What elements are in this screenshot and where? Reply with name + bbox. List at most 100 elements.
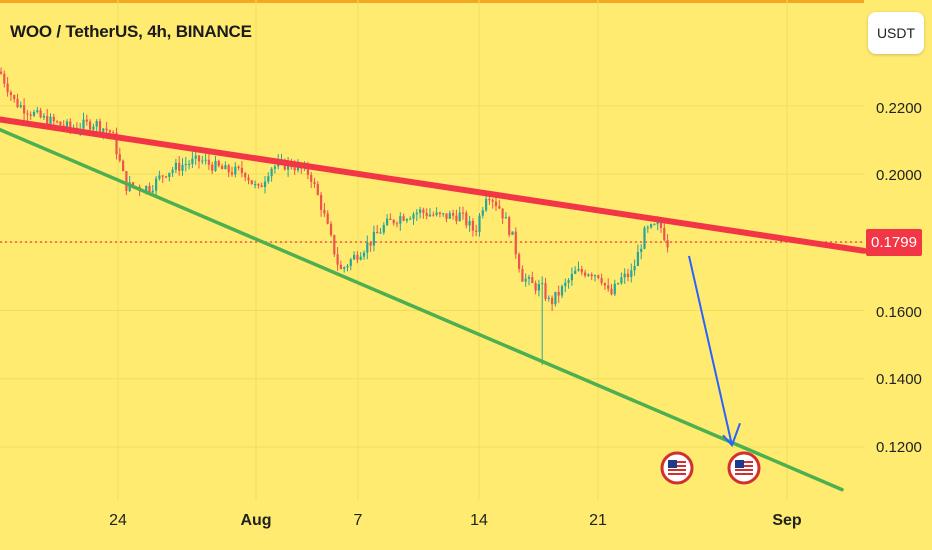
candle-body bbox=[636, 251, 639, 267]
us-flag-event-icon bbox=[660, 451, 694, 485]
candle-body bbox=[270, 168, 273, 177]
candle-body bbox=[498, 206, 501, 209]
candle-body bbox=[518, 254, 521, 270]
candle-body bbox=[329, 223, 333, 236]
candle-body bbox=[659, 222, 663, 228]
candle-body bbox=[39, 110, 42, 118]
candle-body bbox=[118, 154, 121, 161]
candle-body bbox=[197, 155, 201, 162]
candle-body bbox=[191, 158, 194, 164]
candle-body bbox=[369, 242, 372, 246]
candle-body bbox=[161, 175, 164, 177]
candle-body bbox=[577, 269, 580, 271]
candle-body bbox=[438, 212, 441, 214]
x-tick-label: Sep bbox=[772, 512, 802, 529]
candle-body bbox=[475, 230, 478, 232]
candle-body bbox=[42, 115, 45, 118]
candle-body bbox=[201, 160, 204, 162]
x-tick-label: 14 bbox=[470, 512, 488, 529]
x-tick-label: Aug bbox=[240, 512, 272, 529]
candle-body bbox=[527, 276, 531, 279]
candle-body bbox=[409, 218, 412, 220]
candle-body bbox=[386, 218, 389, 226]
candle-body bbox=[656, 222, 659, 225]
candle-body bbox=[56, 121, 59, 123]
candle-body bbox=[663, 227, 666, 241]
candle-body bbox=[372, 231, 375, 246]
y-tick-label: 0.1200 bbox=[876, 439, 922, 456]
candle-body bbox=[3, 73, 6, 84]
projection-arrow bbox=[688, 255, 741, 448]
candle-body bbox=[630, 270, 633, 277]
candle-body bbox=[405, 219, 408, 221]
candle-body bbox=[643, 227, 646, 249]
candle-body bbox=[610, 288, 613, 295]
candle-body bbox=[260, 185, 263, 188]
candle-body bbox=[442, 213, 445, 215]
currency-unit-button[interactable]: USDT bbox=[868, 12, 924, 54]
candle-body bbox=[461, 212, 465, 214]
candle-body bbox=[13, 95, 16, 99]
candle-body bbox=[395, 223, 399, 225]
candle-body bbox=[316, 183, 319, 195]
candle-body bbox=[603, 283, 606, 286]
candle-body bbox=[102, 128, 105, 132]
candle-body bbox=[122, 160, 125, 172]
x-tick-label: 21 bbox=[589, 512, 607, 529]
candle-body bbox=[537, 284, 540, 291]
candle-body bbox=[445, 213, 448, 219]
candle-body bbox=[626, 273, 630, 277]
y-tick-label: 0.1400 bbox=[876, 371, 922, 388]
candle-body bbox=[560, 286, 564, 296]
support-trendline bbox=[0, 127, 844, 492]
candles bbox=[0, 67, 669, 366]
candle-body bbox=[207, 159, 210, 165]
candle-body bbox=[557, 291, 560, 296]
candle-body bbox=[455, 215, 458, 222]
candle-body bbox=[534, 283, 537, 291]
candle-body bbox=[178, 162, 181, 171]
candle-body bbox=[346, 265, 349, 268]
candle-body bbox=[349, 259, 352, 266]
candle-body bbox=[155, 178, 158, 191]
candle-body bbox=[254, 184, 257, 186]
candle-body bbox=[567, 280, 570, 283]
candle-body bbox=[531, 276, 534, 284]
candle-body bbox=[85, 119, 88, 122]
candle-body bbox=[164, 176, 168, 178]
candle-body bbox=[9, 92, 12, 96]
candle-body bbox=[105, 128, 108, 131]
candle-body bbox=[435, 212, 438, 216]
candle-body bbox=[59, 121, 62, 126]
candle-body bbox=[600, 278, 603, 284]
candle-body bbox=[491, 200, 494, 202]
resistance-trendline bbox=[0, 116, 867, 254]
candle-body bbox=[554, 291, 557, 305]
current-price-label: 0.1799 bbox=[866, 229, 922, 256]
candle-body bbox=[425, 212, 428, 217]
candle-body bbox=[230, 172, 234, 175]
candle-body bbox=[366, 242, 369, 253]
candle-body bbox=[415, 212, 418, 215]
candle-body bbox=[244, 173, 247, 178]
candle-body bbox=[46, 115, 49, 126]
candle-body bbox=[89, 121, 92, 130]
candle-body bbox=[485, 199, 488, 211]
candle-body bbox=[181, 164, 184, 171]
candle-body bbox=[237, 166, 240, 168]
candle-body bbox=[65, 121, 69, 127]
candle-body bbox=[488, 199, 491, 201]
candle-body bbox=[551, 297, 554, 305]
candle-body bbox=[171, 169, 174, 173]
candle-body bbox=[32, 112, 36, 116]
candle-body bbox=[158, 175, 161, 179]
y-tick-label: 0.2200 bbox=[876, 100, 922, 117]
candle-body bbox=[666, 240, 669, 248]
candle-body bbox=[574, 270, 577, 274]
candle-body bbox=[376, 231, 379, 234]
candle-body bbox=[412, 214, 415, 219]
candle-body bbox=[541, 283, 544, 285]
candle-body bbox=[257, 184, 260, 186]
